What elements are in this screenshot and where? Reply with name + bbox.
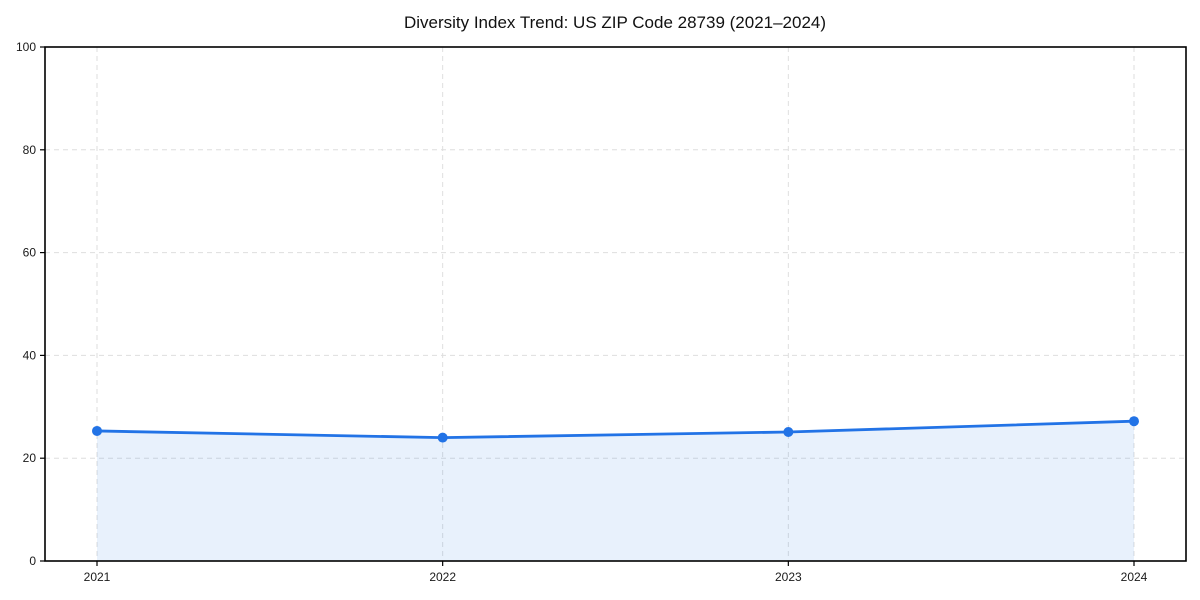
- chart-title: Diversity Index Trend: US ZIP Code 28739…: [404, 13, 826, 32]
- x-tick-label: 2022: [429, 570, 456, 584]
- y-tick-label: 60: [23, 246, 37, 260]
- data-point-marker: [437, 432, 448, 443]
- x-tick-label: 2024: [1121, 570, 1148, 584]
- y-tick-label: 100: [16, 40, 36, 54]
- x-tick-label: 2021: [84, 570, 111, 584]
- plot-area: 0 20 40 60 80 100 2021 2022 2023 2024: [16, 40, 1187, 584]
- data-point-marker: [783, 426, 794, 437]
- series-line: [96, 419, 1135, 440]
- x-tick-label: 2023: [775, 570, 802, 584]
- axes-frame: [44, 46, 1187, 562]
- y-tick-label: 40: [23, 348, 37, 362]
- y-tick-label: 80: [23, 143, 37, 157]
- y-tick-label: 20: [23, 451, 37, 465]
- data-point-marker: [92, 425, 102, 436]
- data-point-marker: [1129, 416, 1139, 427]
- y-tick-label: 0: [29, 554, 36, 568]
- area-fill: [97, 421, 1134, 561]
